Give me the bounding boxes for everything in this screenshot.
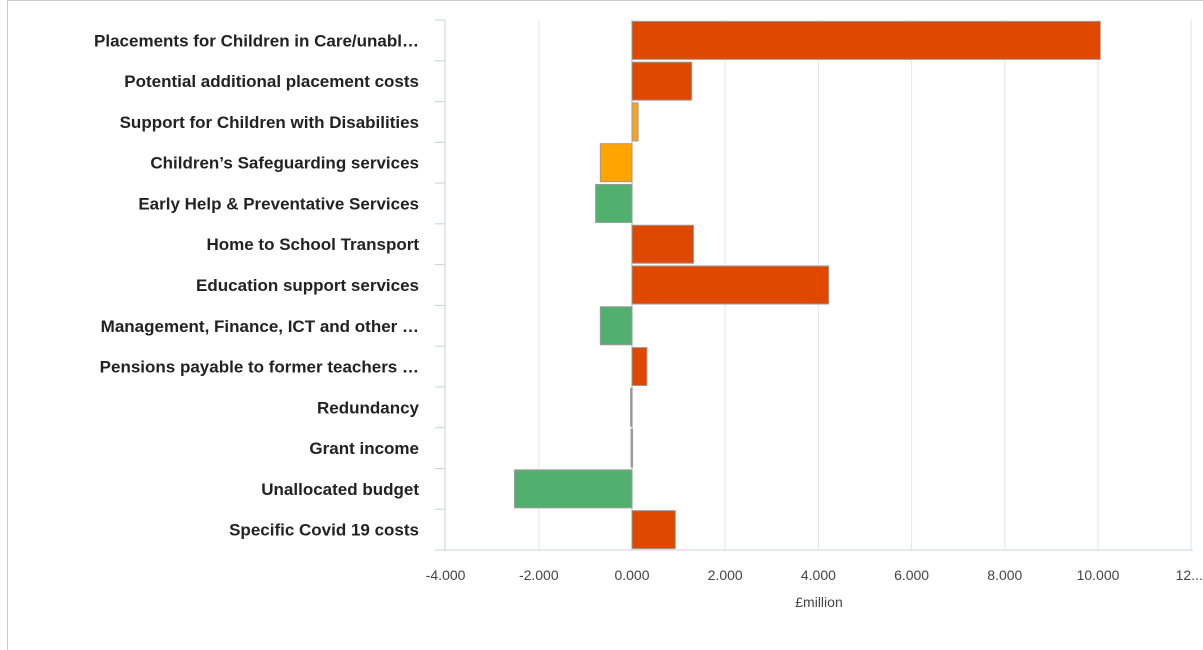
category-label: Potential additional placement costs: [124, 72, 419, 91]
bar: [630, 387, 633, 427]
bar: [631, 347, 648, 387]
bar: [631, 20, 1101, 60]
category-label: Pensions payable to former teachers …: [100, 358, 419, 377]
x-tick-label: -2.000: [519, 567, 559, 583]
x-tick-label: 10.000: [1077, 567, 1120, 583]
category-label: Unallocated budget: [261, 480, 419, 499]
x-tick-label: 6.000: [894, 567, 929, 583]
x-tick-label: 4.000: [801, 567, 836, 583]
x-tick-labels: -4.000 -2.000 0.000 2.000 4.000 6.000 8.000 10.…: [426, 567, 1203, 583]
category-label: Specific Covid 19 costs: [229, 521, 419, 540]
bar: [631, 224, 695, 264]
bar: [595, 183, 633, 223]
category-labels: Placements for Children in Care/unabl… Po…: [94, 31, 419, 539]
x-tick-label: 2.000: [708, 567, 743, 583]
bar: [631, 510, 676, 550]
bars: [514, 20, 1101, 550]
bar: [631, 265, 830, 305]
category-label: Grant income: [309, 439, 419, 458]
category-label: Redundancy: [317, 398, 420, 417]
chart-frame: [7, 0, 1203, 650]
category-label: Management, Finance, ICT and other …: [101, 317, 419, 336]
bar: [631, 61, 693, 101]
bar: [631, 102, 639, 142]
x-axis-title: £million: [795, 594, 842, 610]
bar: [599, 306, 633, 346]
category-label: Education support services: [196, 276, 419, 295]
category-label: Early Help & Preventative Services: [138, 194, 419, 213]
x-tick-label: -4.000: [426, 567, 466, 583]
bar: [514, 469, 633, 509]
category-label: Support for Children with Disabilities: [120, 113, 419, 132]
category-label: Placements for Children in Care/unabl…: [94, 31, 419, 50]
x-tick-label: 12....: [1176, 567, 1203, 583]
x-tick-label: 0.000: [614, 567, 649, 583]
bar: [599, 143, 633, 183]
category-label: Children’s Safeguarding services: [150, 154, 419, 173]
category-label: Home to School Transport: [206, 235, 419, 254]
x-tick-label: 8.000: [987, 567, 1022, 583]
bar: [630, 428, 634, 468]
